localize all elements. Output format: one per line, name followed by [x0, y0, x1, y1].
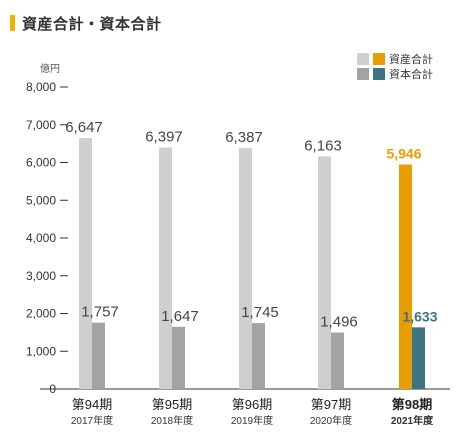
- legend-swatch-color: [373, 53, 385, 65]
- y-tick-label: 1,000: [26, 344, 56, 358]
- legend-swatch-color: [373, 68, 385, 80]
- data-label-equity: 1,496: [320, 314, 358, 331]
- data-label-assets: 6,647: [65, 119, 103, 136]
- legend-swatch-gray: [357, 53, 369, 65]
- data-label-equity: 1,757: [81, 304, 119, 321]
- bar-assets: [239, 147, 252, 389]
- x-year-label: 2018年度: [151, 414, 193, 427]
- bar-equity: [172, 326, 185, 389]
- bar-equity: [252, 323, 265, 389]
- bar-equity: [92, 322, 105, 389]
- bar-assets: [79, 138, 92, 389]
- x-axis-labels: 第94期 2017年度 第95期 2018年度 第96期 2019年度 第97期 2020年度…: [71, 397, 434, 427]
- y-tick-label: 4,000: [26, 231, 56, 245]
- y-tick-label: 2,000: [26, 307, 56, 321]
- x-category-label: 第95期: [152, 397, 192, 412]
- bar-assets: [318, 156, 331, 389]
- bar-assets: [159, 147, 172, 389]
- data-label-assets: 6,163: [304, 137, 342, 154]
- x-year-label: 2021年度: [391, 414, 434, 427]
- y-tick-label: 8,000: [26, 80, 56, 94]
- legend-label: 資本合計: [389, 67, 433, 81]
- chart-title-block: 資産合計・資本合計: [10, 14, 162, 33]
- bar-equity: [412, 327, 425, 389]
- y-tick-label: 5,000: [26, 193, 56, 207]
- data-label-equity: 1,633: [402, 308, 437, 324]
- y-tick-label: 7,000: [26, 118, 56, 132]
- title-accent-bar: [10, 15, 15, 31]
- x-year-label: 2020年度: [310, 414, 352, 427]
- y-axis: 億円01,0002,0003,0004,0005,0006,0007,0008,…: [26, 62, 450, 396]
- data-label-equity: 1,647: [161, 308, 199, 325]
- x-category-label: 第94期: [72, 397, 112, 412]
- y-tick-label: 3,000: [26, 269, 56, 283]
- x-year-label: 2019年度: [231, 414, 273, 427]
- bar-assets: [399, 164, 412, 389]
- x-year-label: 2017年度: [71, 414, 113, 427]
- bars: 6,647 1,757 6,397 1,647 6,387 1,745 6,163 1,496…: [65, 119, 438, 389]
- y-unit-label: 億円: [40, 62, 60, 75]
- data-label-assets: 6,397: [145, 129, 183, 146]
- x-category-label: 第98期: [392, 397, 432, 412]
- bar-equity: [331, 332, 344, 389]
- data-label-assets: 5,946: [386, 146, 421, 162]
- data-label-equity: 1,745: [241, 304, 279, 321]
- x-category-label: 第97期: [311, 397, 351, 412]
- legend-label: 資産合計: [389, 52, 433, 66]
- legend-swatch-gray: [357, 68, 369, 80]
- chart-title: 資産合計・資本合計: [22, 14, 162, 33]
- data-label-assets: 6,387: [225, 129, 263, 146]
- y-tick-label: 6,000: [26, 156, 56, 170]
- x-category-label: 第96期: [232, 397, 272, 412]
